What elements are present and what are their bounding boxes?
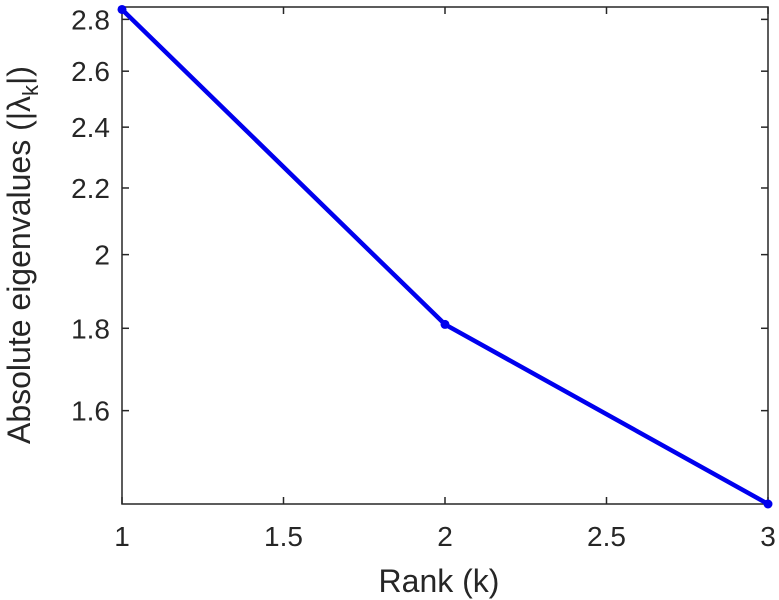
ticks-layer: 1 1.5 2 2.5 3 1.6 1.8 2 2.2 2.4 2.6 2.8: [71, 4, 776, 552]
y-tick-label: 2: [94, 240, 110, 271]
x-tick-label: 2.5: [587, 521, 626, 552]
y-tick-label: 1.6: [71, 396, 110, 427]
y-tick-label: 2.6: [71, 56, 110, 87]
x-tick-label: 3: [760, 521, 776, 552]
data-point: [117, 4, 127, 14]
x-tick-label: 1: [114, 521, 130, 552]
plot-area: [122, 7, 768, 504]
series-layer: [117, 4, 773, 509]
y-axis-label-lambda: λ: [1, 96, 37, 112]
x-tick-label: 1.5: [264, 521, 303, 552]
y-axis-label: Absolute eigenvalues (|λk|): [1, 66, 43, 444]
y-axis-label-subscript: k: [18, 84, 43, 96]
data-point: [440, 319, 450, 329]
axes-box: [121, 6, 769, 505]
y-tick-label: 2.4: [71, 112, 110, 143]
data-point: [763, 499, 773, 509]
y-tick-label: 2.2: [71, 173, 110, 204]
x-axis-label: Rank (k): [379, 563, 500, 599]
y-axis-label-prefix: Absolute eigenvalues (|: [1, 112, 37, 444]
x-tick-label: 2: [437, 521, 453, 552]
y-tick-label: 1.8: [71, 313, 110, 344]
y-axis-label-suffix: |): [1, 66, 37, 85]
y-tick-label: 2.8: [71, 4, 110, 35]
